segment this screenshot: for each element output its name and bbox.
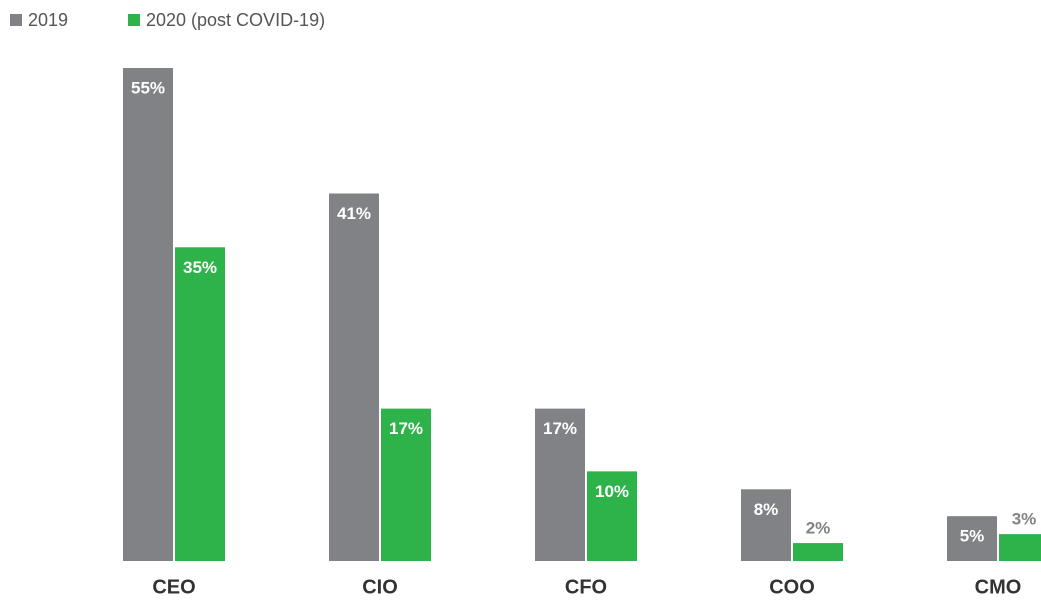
bar bbox=[535, 408, 585, 561]
value-label: 17% bbox=[389, 419, 423, 438]
bar bbox=[793, 543, 843, 561]
x-tick-label: CEO bbox=[152, 576, 195, 598]
value-label: 8% bbox=[754, 500, 779, 519]
bar bbox=[123, 68, 173, 561]
bar bbox=[587, 471, 637, 561]
bar bbox=[999, 534, 1041, 561]
value-label: 41% bbox=[337, 204, 371, 223]
value-label: 35% bbox=[183, 258, 217, 277]
legend-label: 2020 (post COVID-19) bbox=[146, 10, 325, 30]
bar bbox=[947, 516, 997, 561]
value-label: 2% bbox=[806, 519, 831, 538]
bar bbox=[329, 193, 379, 561]
value-label: 5% bbox=[960, 527, 985, 546]
bar bbox=[175, 247, 225, 562]
bar bbox=[741, 489, 791, 561]
legend-label: 2019 bbox=[28, 10, 68, 30]
x-tick-label: CIO bbox=[362, 576, 398, 598]
value-label: 3% bbox=[1012, 510, 1037, 529]
bar bbox=[381, 408, 431, 561]
x-tick-label: COO bbox=[769, 576, 815, 598]
x-tick-label: CFO bbox=[565, 576, 607, 598]
value-label: 10% bbox=[595, 482, 629, 501]
x-tick-label: CMO bbox=[975, 576, 1022, 598]
value-label: 55% bbox=[131, 78, 165, 97]
legend-swatch bbox=[128, 14, 140, 26]
value-label: 17% bbox=[543, 419, 577, 438]
legend-swatch bbox=[10, 14, 22, 26]
